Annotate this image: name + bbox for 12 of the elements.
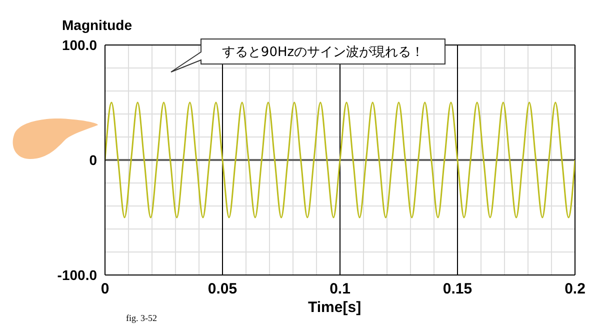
x-tick-label: 0.1 [330, 280, 350, 298]
x-tick-label: 0.2 [564, 280, 586, 298]
x-tick-label: 0.15 [442, 280, 472, 298]
y-tick-label: 0 [89, 152, 98, 168]
y-axis-title: Magnitude [62, 17, 132, 33]
y-tick-label: -100.0 [57, 266, 98, 283]
caption: fig. 3-52 [126, 313, 157, 323]
annotation: すると90Hzのサイン波が現れる！ [220, 44, 426, 61]
y-tick-label: 100.0 [62, 36, 98, 53]
x-tick-label: 0 [100, 280, 110, 298]
x-axis-title: Time[s] [308, 299, 362, 316]
x-tick-label: 0.05 [208, 280, 238, 298]
